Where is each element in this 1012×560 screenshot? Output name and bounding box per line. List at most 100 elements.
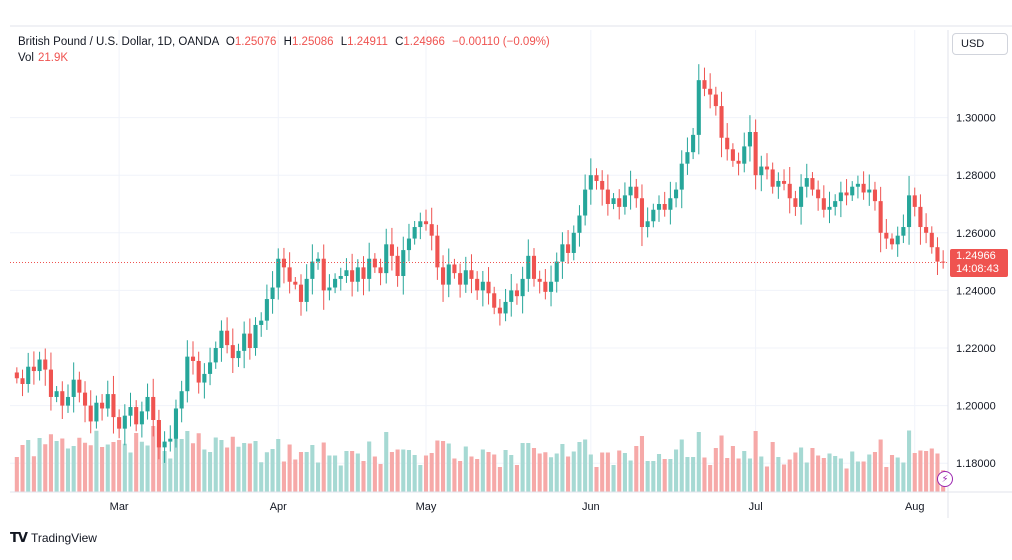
volume-bar <box>867 454 872 492</box>
volume-bar <box>872 452 878 492</box>
volume-bar <box>429 453 434 492</box>
volume-bar <box>730 446 735 492</box>
candle-body <box>304 278 309 302</box>
candle-body <box>367 258 372 279</box>
volume-bar <box>37 438 42 492</box>
candle-body <box>122 415 127 429</box>
y-tick-label: 1.30000 <box>956 113 996 125</box>
candle-body <box>691 134 696 153</box>
candle-body <box>276 258 281 288</box>
candle-body <box>389 244 394 256</box>
volume-bar <box>389 452 394 492</box>
volume-bar <box>799 447 804 492</box>
volume-bar <box>850 451 855 492</box>
candle-body <box>588 175 593 190</box>
candle-body <box>935 247 940 262</box>
volume-bar <box>685 457 690 492</box>
volume-bar <box>173 422 179 492</box>
volume-bar <box>361 461 366 492</box>
volume-bar <box>594 467 599 492</box>
volume-bar <box>907 430 912 492</box>
candle-body <box>134 407 139 425</box>
candle-body <box>855 183 860 187</box>
candle-body <box>173 408 179 439</box>
volume-bars <box>14 422 946 492</box>
volume-bar <box>770 442 775 492</box>
volume-key: Vol <box>18 52 34 64</box>
candle-body <box>264 299 269 321</box>
volume-bar <box>520 443 525 492</box>
candle-body <box>605 189 610 204</box>
candle-body <box>435 235 440 268</box>
candle-body <box>520 278 525 297</box>
candle-body <box>503 301 508 314</box>
volume-bar <box>100 447 105 492</box>
candle-body <box>43 359 48 370</box>
candle-body <box>611 198 616 204</box>
volume-bar <box>287 444 292 492</box>
volume-bar <box>537 453 542 492</box>
volume-bar <box>82 442 88 492</box>
candle-body <box>452 264 457 274</box>
candle-body <box>577 215 582 233</box>
candle-body <box>838 192 843 202</box>
candle-body <box>236 350 241 359</box>
candle-body <box>645 221 650 228</box>
volume-bar <box>702 457 707 492</box>
volume-bar <box>14 457 19 492</box>
candle-body <box>401 250 406 276</box>
bar-countdown: 14:08:43 <box>956 263 999 275</box>
candle-body <box>810 178 815 190</box>
candle-body <box>88 405 93 422</box>
lightning-icon[interactable]: ⚡ <box>937 471 953 487</box>
candle-body <box>492 293 497 308</box>
volume-bar <box>753 431 758 492</box>
volume-bar <box>719 435 724 492</box>
volume-bar <box>350 451 355 492</box>
candle-body <box>907 195 912 228</box>
candle-body <box>668 198 673 210</box>
candle-body <box>185 356 190 392</box>
axes: 1.30000 1.28000 1.26000 1.24000 1.22000 1.200… <box>10 30 1012 518</box>
volume-bar <box>764 466 770 492</box>
volume-value: 21.9K <box>38 52 69 64</box>
volume-bar <box>804 462 809 492</box>
y-tick-label: 1.28000 <box>956 170 996 182</box>
branding[interactable]: 𝗧𝗩 TradingView <box>10 530 97 546</box>
volume-bar <box>406 450 412 492</box>
candle-body <box>270 287 275 300</box>
candle-body <box>378 267 383 274</box>
volume-bar <box>679 439 684 492</box>
volume-bar <box>486 452 491 492</box>
volume-legend: Vol 21.9K <box>18 52 68 64</box>
volume-bar <box>242 443 247 492</box>
volume-bar <box>156 427 161 492</box>
y-tick-label: 1.20000 <box>956 401 996 413</box>
candle-body <box>537 278 542 282</box>
candle-body <box>753 132 758 176</box>
candle-body <box>662 204 667 210</box>
currency-button[interactable]: USD <box>952 33 1008 55</box>
candle-body <box>730 149 735 161</box>
candle-body <box>583 189 588 216</box>
candle-body <box>929 232 934 248</box>
volume-bar <box>588 454 593 492</box>
candle-body <box>634 186 639 199</box>
candle-body <box>833 201 838 207</box>
candle-body <box>708 88 713 95</box>
candle-body <box>702 80 707 89</box>
volume-bar <box>861 461 866 492</box>
candle-body <box>884 232 889 239</box>
candle-body <box>685 152 690 164</box>
volume-bar <box>446 443 451 492</box>
candle-body <box>861 183 866 193</box>
candle-body <box>463 270 468 285</box>
candle-body <box>355 267 360 282</box>
candle-body <box>747 132 752 147</box>
candle-body <box>844 192 849 196</box>
candle-body <box>872 189 878 202</box>
volume-bar <box>179 439 184 492</box>
volume-bar <box>571 451 576 492</box>
candle-body <box>781 180 787 184</box>
